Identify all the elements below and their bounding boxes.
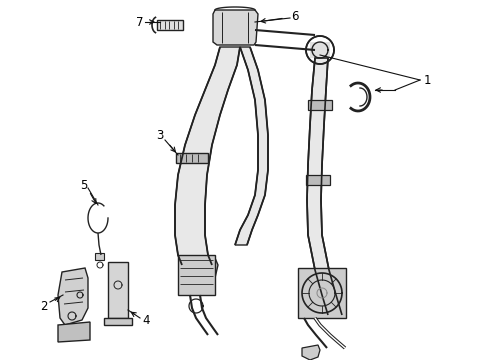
Text: 2: 2 bbox=[40, 300, 48, 312]
Polygon shape bbox=[235, 47, 267, 245]
Polygon shape bbox=[95, 253, 104, 260]
Polygon shape bbox=[178, 255, 215, 295]
Polygon shape bbox=[213, 10, 258, 45]
Text: 7: 7 bbox=[136, 15, 143, 28]
Polygon shape bbox=[307, 100, 331, 110]
Polygon shape bbox=[297, 268, 346, 318]
Polygon shape bbox=[104, 318, 132, 325]
Text: 1: 1 bbox=[423, 73, 430, 86]
Polygon shape bbox=[306, 58, 341, 315]
Text: 5: 5 bbox=[80, 179, 87, 192]
Text: 4: 4 bbox=[142, 314, 149, 327]
Text: 3: 3 bbox=[156, 129, 163, 141]
Polygon shape bbox=[58, 268, 88, 325]
Polygon shape bbox=[176, 153, 207, 163]
Polygon shape bbox=[192, 258, 218, 283]
Polygon shape bbox=[58, 322, 90, 342]
Text: 6: 6 bbox=[291, 9, 298, 23]
Polygon shape bbox=[309, 42, 329, 58]
Polygon shape bbox=[108, 262, 128, 318]
Polygon shape bbox=[305, 175, 329, 185]
Polygon shape bbox=[302, 345, 319, 360]
Polygon shape bbox=[175, 47, 240, 265]
Polygon shape bbox=[157, 20, 183, 30]
